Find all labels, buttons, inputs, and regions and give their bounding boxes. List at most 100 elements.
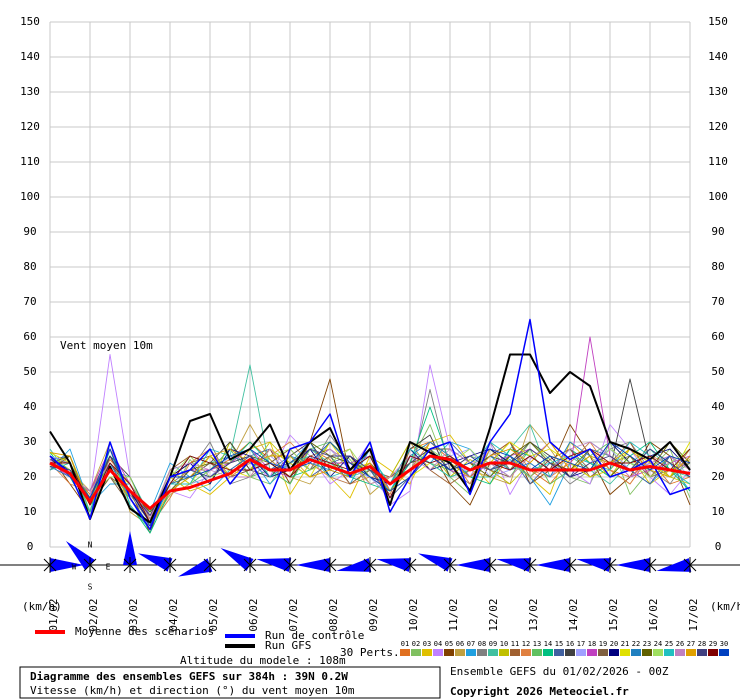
wind-star bbox=[363, 557, 377, 573]
y-tick-label: 10 bbox=[23, 505, 36, 518]
x-tick-label: 14/02 bbox=[567, 598, 580, 631]
pert-label: 23 bbox=[643, 640, 651, 648]
pert-swatch bbox=[532, 649, 542, 656]
pert-label: 26 bbox=[676, 640, 684, 648]
wind-arrow bbox=[616, 558, 650, 572]
x-tick-label: 12/02 bbox=[487, 598, 500, 631]
y-tick-label-right: 60 bbox=[711, 330, 724, 343]
pert-swatch bbox=[477, 649, 487, 656]
y-unit-left: (km/h) bbox=[22, 600, 62, 613]
compass-letter: S bbox=[88, 583, 93, 592]
pert-swatch bbox=[444, 649, 454, 656]
y-tick-label: 110 bbox=[20, 155, 40, 168]
wind-star bbox=[603, 557, 617, 573]
pert-label: 19 bbox=[599, 640, 607, 648]
pert-label: 21 bbox=[621, 640, 629, 648]
x-tick-label: 15/02 bbox=[607, 598, 620, 631]
wind-star bbox=[243, 557, 257, 573]
altitude: Altitude du modele : 108m bbox=[180, 654, 346, 667]
pert-label: 11 bbox=[511, 640, 519, 648]
pert-label: 15 bbox=[555, 640, 563, 648]
pert-swatch bbox=[675, 649, 685, 656]
y-tick-label-right: 150 bbox=[708, 15, 728, 28]
legend-label: Moyenne des scénarios bbox=[75, 625, 214, 638]
series-line bbox=[49, 318, 691, 531]
pert-swatch bbox=[598, 649, 608, 656]
pert-label: 27 bbox=[687, 640, 695, 648]
pert-swatch bbox=[620, 649, 630, 656]
pert-swatch bbox=[521, 649, 531, 656]
wind-star bbox=[483, 557, 497, 573]
y-tick-label-right: 50 bbox=[711, 365, 724, 378]
pert-swatch bbox=[565, 649, 575, 656]
pert-label: 02 bbox=[412, 640, 420, 648]
pert-swatch bbox=[587, 649, 597, 656]
y-tick-label: 40 bbox=[23, 400, 36, 413]
pert-label: 07 bbox=[467, 640, 475, 648]
wind-star bbox=[283, 557, 297, 573]
x-tick-label: 10/02 bbox=[407, 598, 420, 631]
y-tick-label: 30 bbox=[23, 435, 36, 448]
pert-swatch bbox=[510, 649, 520, 656]
pert-label: 24 bbox=[654, 640, 662, 648]
compass-letter: E bbox=[106, 563, 111, 572]
compass-letter: W bbox=[72, 563, 77, 572]
pert-label: 16 bbox=[566, 640, 574, 648]
series-line bbox=[49, 454, 691, 510]
perts-label: 30 Perts. bbox=[340, 646, 400, 659]
wind-star bbox=[643, 557, 657, 573]
y-tick-label-right: 140 bbox=[708, 50, 728, 63]
wind-arrow bbox=[576, 558, 612, 572]
wind-star bbox=[83, 557, 97, 573]
x-tick-label: 16/02 bbox=[647, 598, 660, 631]
series-line bbox=[49, 353, 691, 524]
wind-star bbox=[683, 557, 697, 573]
y-tick-label: 140 bbox=[20, 50, 40, 63]
x-tick-label: 11/02 bbox=[447, 598, 460, 631]
pert-swatch bbox=[554, 649, 564, 656]
pert-label: 03 bbox=[423, 640, 431, 648]
pert-swatch bbox=[576, 649, 586, 656]
y-tick-label-right: 20 bbox=[711, 470, 724, 483]
y-tick-label-right: 70 bbox=[711, 295, 724, 308]
pert-label: 30 bbox=[720, 640, 728, 648]
y-tick-label-right: 80 bbox=[711, 260, 724, 273]
x-tick-label: 06/02 bbox=[247, 598, 260, 631]
y-tick-label: 80 bbox=[23, 260, 36, 273]
x-tick-label: 09/02 bbox=[367, 598, 380, 631]
y-tick-label-right: 90 bbox=[711, 225, 724, 238]
y-unit-right: (km/h) bbox=[710, 600, 740, 613]
pert-label: 18 bbox=[588, 640, 596, 648]
wind-arrow bbox=[296, 558, 330, 572]
footer-subtitle: Vitesse (km/h) et direction (°) du vent … bbox=[30, 684, 355, 697]
wind-arrow bbox=[376, 558, 412, 572]
y-tick-label: 0 bbox=[27, 540, 34, 553]
legend-label: Run GFS bbox=[265, 639, 311, 652]
pert-label: 13 bbox=[533, 640, 541, 648]
pert-swatch bbox=[455, 649, 465, 656]
pert-label: 28 bbox=[698, 640, 706, 648]
x-tick-label: 04/02 bbox=[167, 598, 180, 631]
pert-swatch bbox=[499, 649, 509, 656]
pert-label: 10 bbox=[500, 640, 508, 648]
y-tick-label: 100 bbox=[20, 190, 40, 203]
series-line bbox=[49, 441, 691, 527]
wind-star bbox=[163, 557, 177, 573]
y-tick-label-right: 120 bbox=[708, 120, 728, 133]
y-tick-label: 60 bbox=[23, 330, 36, 343]
y-tick-label-right: 110 bbox=[708, 155, 728, 168]
x-tick-label: 03/02 bbox=[127, 598, 140, 631]
pert-swatch bbox=[422, 649, 432, 656]
wind-arrow bbox=[456, 558, 490, 572]
y-tick-label-right: 40 bbox=[711, 400, 724, 413]
y-tick-label-right: 0 bbox=[715, 540, 722, 553]
pert-label: 22 bbox=[632, 640, 640, 648]
pert-label: 29 bbox=[709, 640, 717, 648]
pert-swatch bbox=[686, 649, 696, 656]
x-tick-label: 02/02 bbox=[87, 598, 100, 631]
y-tick-label: 150 bbox=[20, 15, 40, 28]
wind-star bbox=[203, 557, 217, 573]
y-tick-label-right: 130 bbox=[708, 85, 728, 98]
pert-swatch bbox=[708, 649, 718, 656]
pert-swatch bbox=[609, 649, 619, 656]
